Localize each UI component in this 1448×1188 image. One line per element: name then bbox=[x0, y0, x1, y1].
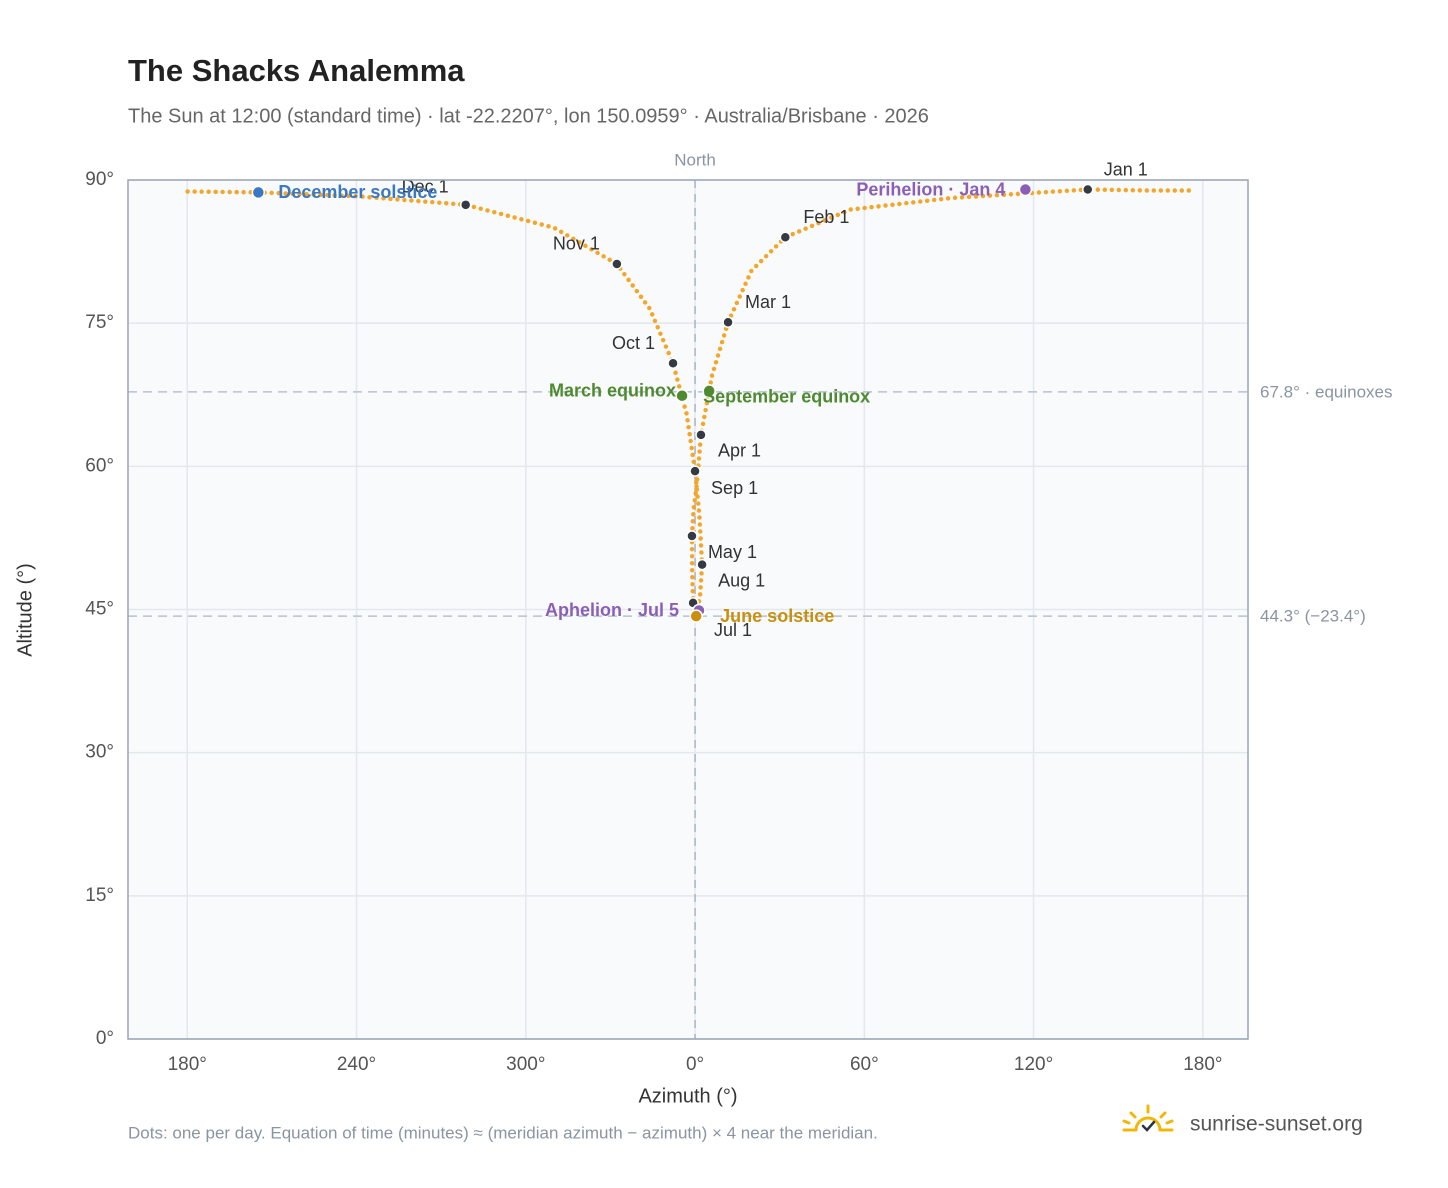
month-marker bbox=[695, 429, 707, 441]
y-tick-label: 75° bbox=[85, 312, 114, 333]
month-marker bbox=[1082, 183, 1094, 196]
y-tick-label: 90° bbox=[85, 169, 114, 190]
reference-label: 44.3° (−23.4°) bbox=[1260, 607, 1366, 626]
event-label: Perihelion · Jan 4 bbox=[856, 179, 1005, 199]
month-label: Aug 1 bbox=[718, 570, 765, 590]
month-label: Dec 1 bbox=[402, 177, 449, 197]
x-tick-label: 60° bbox=[850, 1054, 879, 1075]
chart-title: The Shacks Analemma bbox=[128, 53, 465, 88]
meridian-label: North bbox=[674, 150, 716, 169]
footnote: Dots: one per day. Equation of time (min… bbox=[128, 1123, 878, 1142]
x-tick-label: 180° bbox=[1183, 1054, 1222, 1075]
month-marker bbox=[689, 465, 701, 477]
brand-logo bbox=[1122, 1104, 1174, 1132]
month-label: Jul 1 bbox=[714, 620, 752, 640]
event-marker bbox=[702, 384, 716, 398]
x-tick-label: 120° bbox=[1014, 1054, 1053, 1075]
event-marker bbox=[675, 388, 689, 403]
month-label: Sep 1 bbox=[711, 478, 758, 498]
event-label: Aphelion · Jul 5 bbox=[545, 600, 679, 620]
month-marker bbox=[696, 558, 708, 571]
event-label: September equinox bbox=[703, 387, 870, 407]
event-label: June solstice bbox=[720, 606, 834, 626]
month-label: Nov 1 bbox=[553, 234, 600, 254]
y-tick-label: 60° bbox=[85, 455, 114, 476]
x-tick-label: 0° bbox=[686, 1054, 704, 1075]
month-label: May 1 bbox=[708, 542, 757, 562]
month-label: Jan 1 bbox=[1104, 159, 1148, 179]
y-tick-label: 45° bbox=[85, 599, 114, 620]
event-marker bbox=[1018, 182, 1033, 197]
event-label: March equinox bbox=[549, 380, 676, 400]
x-tick-label: 240° bbox=[337, 1054, 376, 1075]
month-marker bbox=[667, 357, 679, 370]
y-tick-label: 15° bbox=[85, 885, 114, 906]
y-axis-label: Altitude (°) bbox=[14, 563, 36, 657]
brand: sunrise-sunset.org bbox=[1190, 1113, 1363, 1136]
month-marker bbox=[686, 530, 698, 542]
x-tick-label: 300° bbox=[506, 1054, 545, 1075]
event-label: December solstice bbox=[278, 182, 437, 202]
x-axis-label: Azimuth (°) bbox=[638, 1085, 737, 1107]
chart-subtitle: The Sun at 12:00 (standard time) · lat -… bbox=[128, 105, 929, 127]
month-label: Apr 1 bbox=[718, 441, 761, 461]
reference-label: 67.8° · equinoxes bbox=[1260, 382, 1393, 401]
month-label: Feb 1 bbox=[803, 207, 849, 227]
month-label: Mar 1 bbox=[745, 292, 791, 312]
y-tick-label: 30° bbox=[85, 742, 114, 763]
x-tick-label: 180° bbox=[168, 1054, 207, 1075]
event-marker bbox=[689, 609, 703, 623]
month-label: Oct 1 bbox=[612, 333, 655, 353]
event-marker bbox=[251, 185, 266, 200]
plot-frame bbox=[127, 179, 1249, 1040]
month-marker bbox=[611, 258, 623, 270]
y-tick-label: 0° bbox=[96, 1028, 114, 1049]
month-marker bbox=[459, 199, 472, 211]
plot-layer: Jan 1 Feb 1 Mar 1 Apr 1 May 1 Jul 1 Aug 1 Sep 1… bbox=[184, 159, 1192, 640]
month-marker bbox=[779, 231, 792, 244]
month-marker bbox=[722, 316, 734, 328]
